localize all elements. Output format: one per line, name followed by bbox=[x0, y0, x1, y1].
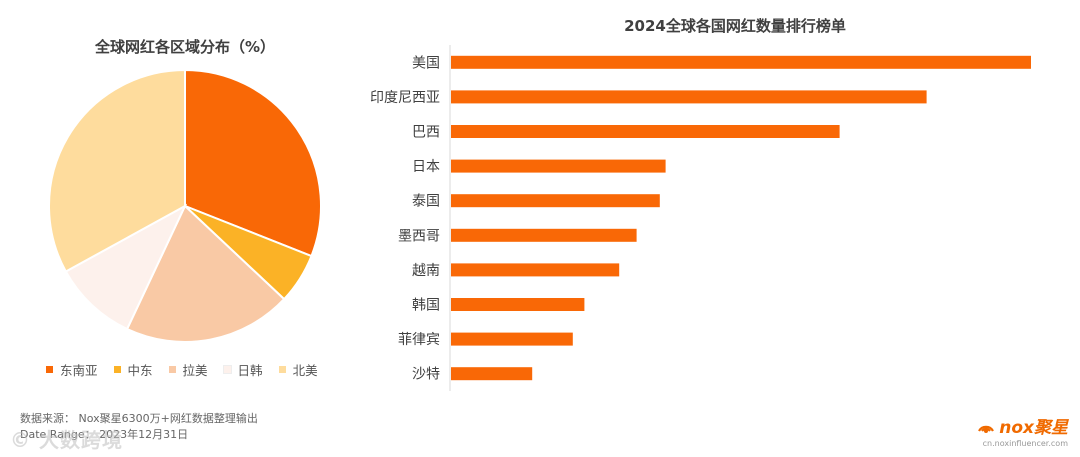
bar-chart-title: 2024全球各国网红数量排行榜单 bbox=[624, 17, 846, 35]
pie-slice-2 bbox=[125, 204, 286, 343]
legend-swatch bbox=[168, 366, 176, 373]
category-label: 泰国 bbox=[412, 194, 440, 210]
legend-swatch bbox=[222, 365, 232, 374]
category-label: 韩国 bbox=[412, 298, 440, 314]
watermark: © 大数跨境 bbox=[10, 428, 123, 452]
logo-brand: nox聚星 bbox=[999, 418, 1068, 438]
signal-icon bbox=[978, 425, 995, 433]
legend-item-4: 北美 bbox=[278, 360, 318, 379]
category-label: 沙特 bbox=[412, 367, 440, 383]
legend-label: 北美 bbox=[292, 363, 318, 378]
pie-chart bbox=[48, 68, 322, 343]
legend-label: 拉美 bbox=[182, 363, 208, 378]
category-label: 菲律宾 bbox=[398, 332, 440, 348]
legend-item-2: 拉美 bbox=[168, 360, 208, 379]
pie-chart-panel: 全球网红各区域分布（%） 东南亚 中东 拉美 日韩 北美 bbox=[0, 0, 370, 400]
logo-url: cn.noxinfluencer.com bbox=[982, 439, 1068, 448]
bar-9 bbox=[451, 367, 533, 381]
date-range-text: Date Range： 2023年12月31日 bbox=[20, 428, 189, 441]
legend-label: 东南亚 bbox=[60, 363, 98, 378]
legend-label: 日韩 bbox=[237, 363, 263, 378]
category-label: 美国 bbox=[412, 55, 440, 71]
bar-7 bbox=[451, 298, 585, 311]
legend-swatch bbox=[113, 366, 121, 373]
nox-logo: nox聚星 cn.noxinfluencer.com bbox=[976, 413, 1068, 448]
pie-legend: 东南亚 中东 拉美 日韩 北美 bbox=[46, 360, 318, 379]
bar-1 bbox=[451, 90, 927, 104]
bar-8 bbox=[451, 332, 573, 346]
bar-4 bbox=[451, 194, 660, 208]
bar-3 bbox=[451, 159, 666, 173]
footer: 数据来源： Nox聚星6300万+网红数据整理输出 Date Range： 20… bbox=[20, 411, 258, 443]
category-label: 巴西 bbox=[412, 125, 440, 141]
pie-slice-4 bbox=[48, 68, 186, 273]
bar-5 bbox=[451, 228, 637, 242]
legend-item-3: 日韩 bbox=[222, 360, 263, 379]
bar-2 bbox=[451, 125, 840, 138]
category-label: 墨西哥 bbox=[398, 228, 440, 244]
legend-swatch bbox=[46, 366, 53, 373]
bar-chart-panel: 2024全球各国网红数量排行榜单 美国印度尼西亚巴西日本泰国墨西哥越南韩国菲律宾… bbox=[350, 0, 1080, 400]
pie-slice-3 bbox=[64, 203, 188, 331]
pie-slice-0 bbox=[184, 68, 322, 258]
legend-item-1: 中东 bbox=[113, 360, 153, 379]
legend-swatch bbox=[278, 366, 286, 373]
data-source-text: 数据来源： Nox聚星6300万+网红数据整理输出 bbox=[20, 412, 258, 425]
pie-chart-title: 全球网红各区域分布（%） bbox=[94, 38, 276, 56]
category-label: 越南 bbox=[412, 263, 440, 279]
bar-0 bbox=[451, 55, 1031, 69]
category-label: 印度尼西亚 bbox=[370, 90, 440, 106]
bar-6 bbox=[451, 263, 620, 277]
legend-label: 中东 bbox=[127, 363, 153, 378]
category-label: 日本 bbox=[412, 159, 440, 175]
legend-item-0: 东南亚 bbox=[46, 360, 98, 379]
